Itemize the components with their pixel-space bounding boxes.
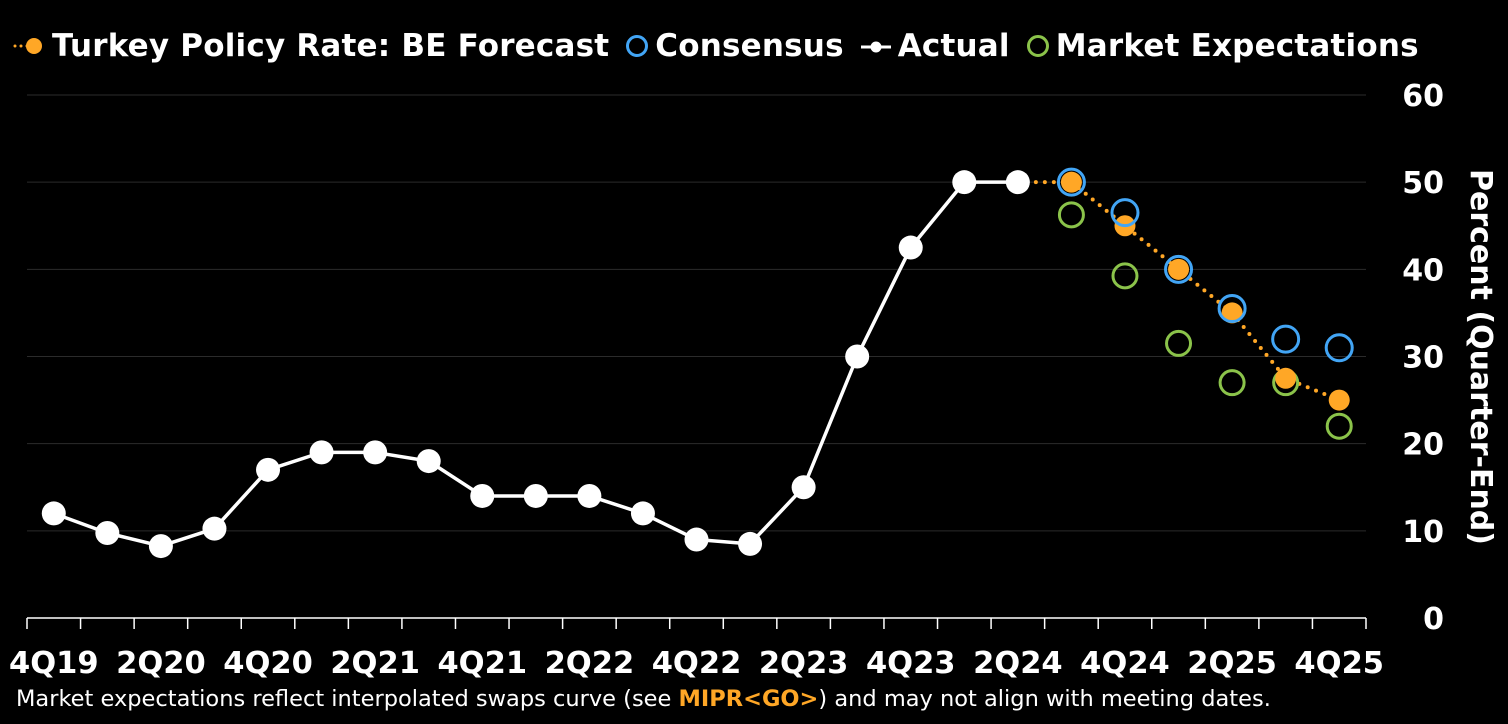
actual-point [202, 516, 227, 541]
x-tick-label: 4Q20 [223, 646, 313, 681]
footnote-function-code[interactable]: MIPR<GO> [678, 686, 819, 712]
x-tick-label: 4Q21 [437, 646, 527, 681]
consensus-point [1056, 167, 1086, 197]
legend-item-consensus: Consensus [625, 28, 844, 64]
actual-point [148, 534, 173, 559]
legend-label-consensus: Consensus [655, 28, 844, 64]
y-tick-label: 30 [1402, 341, 1444, 376]
actual-point [952, 170, 977, 195]
chart-legend: Turkey Policy Rate: BE Forecast Consensu… [12, 24, 1419, 68]
x-tick-label: 4Q22 [652, 646, 742, 681]
market-expectations-point [1218, 369, 1246, 397]
actual-point [95, 521, 120, 546]
be-forecast-point [1060, 171, 1082, 193]
legend-label-market-expectations: Market Expectations [1055, 28, 1419, 64]
market-expectations-point [1165, 329, 1193, 357]
actual-point [630, 501, 655, 526]
y-axis-title: Percent (Quarter-End) [1463, 169, 1498, 545]
legend-item-actual: Actual [860, 28, 1010, 64]
actual-point [738, 531, 763, 556]
be-forecast-point [1328, 389, 1350, 411]
consensus-point [1324, 333, 1354, 363]
x-tick-label: 2Q25 [1187, 646, 1277, 681]
x-tick-label: 2Q23 [759, 646, 849, 681]
consensus-point [1271, 324, 1301, 354]
consensus-point [1110, 198, 1140, 228]
actual-point [684, 527, 709, 552]
actual-point [470, 483, 495, 508]
market-expectations-point [1111, 262, 1139, 290]
x-tick-label: 4Q24 [1080, 646, 1170, 681]
actual-point [256, 457, 281, 482]
y-tick-label: 0 [1423, 602, 1444, 637]
x-tick-label: 2Q24 [973, 646, 1063, 681]
consensus-point [1164, 254, 1194, 284]
actual-point [845, 344, 870, 369]
actual-point [309, 440, 334, 465]
x-tick-label: 4Q23 [866, 646, 956, 681]
actual-point [1005, 170, 1030, 195]
x-tick-label: 4Q25 [1294, 646, 1384, 681]
legend-swatch-consensus [626, 35, 649, 57]
be-forecast-series-line [1015, 180, 1342, 403]
be-forecast-point [1221, 302, 1243, 324]
actual-point [363, 440, 388, 465]
footnote-text-start: Market expectations reflect interpolated… [16, 686, 679, 712]
consensus-point [1217, 294, 1247, 324]
legend-swatch-be-forecast [13, 38, 45, 54]
actual-point [577, 483, 602, 508]
legend-swatch-market-expectations [1026, 35, 1049, 57]
actual-point [523, 483, 548, 508]
x-tick-label: 2Q21 [330, 646, 420, 681]
chart-footnote: Market expectations reflect interpolated… [16, 686, 1271, 712]
y-tick-label: 50 [1402, 166, 1444, 201]
y-tick-label: 10 [1402, 515, 1444, 550]
y-tick-label: 20 [1402, 428, 1444, 463]
actual-point [41, 501, 66, 526]
x-tick-label: 4Q19 [9, 646, 99, 681]
be-forecast-point [1275, 367, 1297, 389]
be-forecast-point [1168, 258, 1190, 280]
x-tick-label: 2Q20 [116, 646, 206, 681]
legend-item-market-expectations: Market Expectations [1026, 28, 1419, 64]
x-tick-label: 2Q22 [545, 646, 635, 681]
legend-item-be-forecast: Turkey Policy Rate: BE Forecast [12, 28, 609, 64]
actual-point [791, 475, 816, 500]
y-tick-label: 60 [1402, 79, 1444, 114]
legend-swatch-actual [860, 41, 891, 53]
actual-point [416, 449, 441, 474]
actual-point [898, 235, 923, 260]
legend-label-actual: Actual [897, 28, 1010, 64]
market-expectations-point [1325, 412, 1353, 440]
y-tick-label: 40 [1402, 253, 1444, 288]
footnote-text-end: ) and may not align with meeting dates. [818, 686, 1271, 712]
market-expectations-point [1057, 201, 1085, 229]
legend-label-be-forecast: Turkey Policy Rate: BE Forecast [52, 28, 610, 64]
